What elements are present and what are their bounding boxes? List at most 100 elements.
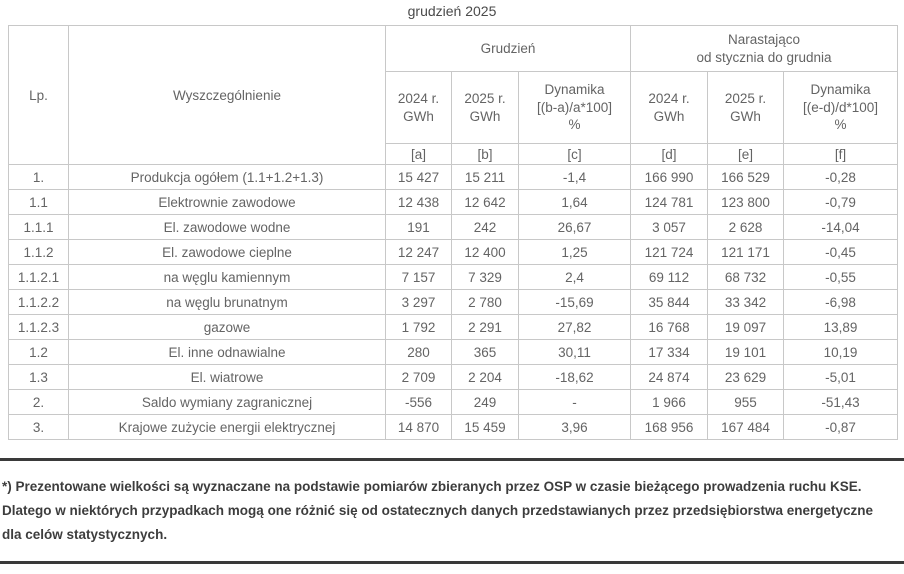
cell-f: -51,43	[782, 389, 899, 415]
cell-d: 168 956	[630, 414, 708, 440]
cell-name: El. inne odnawialne	[68, 339, 386, 365]
cell-name: Elektrownie zawodowe	[68, 189, 386, 215]
cell-e: 19 097	[707, 314, 784, 340]
cell-f: -0,55	[782, 264, 899, 290]
cell-a: 12 247	[385, 239, 452, 265]
table-row: 1.2 El. inne odnawialne 280 365 30,11 17 334 1…	[8, 339, 899, 365]
cell-d: 16 768	[630, 314, 708, 340]
divider-top	[0, 458, 904, 461]
cell-f: 13,89	[782, 314, 899, 340]
cell-lp: 1.1	[8, 189, 69, 215]
cell-f: 10,19	[782, 339, 899, 365]
header-col-b-unit: GWh	[469, 108, 501, 124]
cell-c: 3,96	[518, 414, 631, 440]
energy-production-table: Lp. Wyszczególnienie Grudzień Narastając…	[8, 25, 899, 440]
cell-b: 15 459	[451, 414, 519, 440]
table-header: Lp. Wyszczególnienie Grudzień Narastając…	[8, 25, 899, 165]
cell-lp: 1.1.2	[8, 239, 69, 265]
cell-d: 3 057	[630, 214, 708, 240]
cell-e: 121 171	[707, 239, 784, 265]
table-row: 2. Saldo wymiany zagranicznej -556 249-1 96…	[8, 389, 899, 415]
cell-e: 955	[707, 389, 784, 415]
cell-b: 12 400	[451, 239, 519, 265]
cell-c: 2,4	[518, 264, 631, 290]
cell-d: 17 334	[630, 339, 708, 365]
cell-lp: 1.3	[8, 364, 69, 390]
table-row: 1.1.2.2 na węglu brunatnym 3 297 2 780 -15,6…	[8, 289, 899, 315]
cell-d: 166 990	[630, 164, 708, 190]
header-letter-b: [b]	[451, 143, 519, 165]
header-col-e-unit: GWh	[730, 108, 761, 124]
header-col-b-year: 2025 r.	[464, 90, 506, 106]
cell-lp: 1.2	[8, 339, 69, 365]
header-group-december: Grudzień	[385, 25, 631, 72]
cell-c: 1,25	[518, 239, 631, 265]
cell-b: 12 642	[451, 189, 519, 215]
header-col-a-year: 2024 r.	[397, 90, 440, 106]
table-row: 1.1.2.3 gazowe 1 792 2 291 27,82 16 768 19 097…	[8, 314, 899, 340]
header-col-a-unit: GWh	[403, 108, 434, 124]
cell-b: 15 211	[451, 164, 519, 190]
header-letter-a: [a]	[385, 143, 452, 165]
header-col-f: Dynamika [(e-d)/d*100] %	[782, 71, 899, 144]
cell-b: 2 204	[451, 364, 519, 390]
header-name: Wyszczególnienie	[68, 25, 386, 165]
header-col-b: 2025 r. GWh	[451, 71, 519, 144]
cell-a: 7 157	[385, 264, 452, 290]
cell-lp: 1.1.2.2	[8, 289, 69, 315]
header-letter-f: [f]	[782, 143, 899, 165]
cell-lp: 1.	[8, 164, 69, 190]
cell-f: -0,79	[782, 189, 899, 215]
cell-name: El. wiatrowe	[68, 364, 386, 390]
header-group-cumulative-line2: od stycznia do grudnia	[696, 49, 832, 65]
cell-f: -0,28	[782, 164, 899, 190]
cell-a: 14 870	[385, 414, 452, 440]
cell-name: na węglu kamiennym	[68, 264, 386, 290]
cell-name: El. zawodowe wodne	[68, 214, 386, 240]
header-letter-d: [d]	[630, 143, 708, 165]
header-col-c-formula: [(b-a)/a*100]	[536, 99, 613, 115]
cell-name: na węglu brunatnym	[68, 289, 386, 315]
cell-e: 23 629	[707, 364, 784, 390]
cell-lp: 2.	[8, 389, 69, 415]
table-row: 1.1.2.1 na węglu kamiennym 7 157 7 329 2,4 69…	[8, 264, 899, 290]
header-col-c: Dynamika [(b-a)/a*100] %	[518, 71, 631, 144]
cell-f: -0,45	[782, 239, 899, 265]
cell-f: -0,87	[782, 414, 899, 440]
cell-d: 35 844	[630, 289, 708, 315]
divider-bottom	[0, 560, 904, 564]
cell-c: 1,64	[518, 189, 631, 215]
cell-b: 365	[451, 339, 519, 365]
cell-c: -	[518, 389, 631, 415]
cell-a: 191	[385, 214, 452, 240]
header-col-c-unit: %	[568, 117, 581, 133]
cell-a: 12 438	[385, 189, 452, 215]
cell-f: -14,04	[782, 214, 899, 240]
table-row: 1.1 Elektrownie zawodowe 12 438 12 642 1,64 1…	[8, 189, 899, 215]
header-col-d-year: 2024 r.	[648, 90, 690, 106]
cell-d: 121 724	[630, 239, 708, 265]
cell-d: 24 874	[630, 364, 708, 390]
cell-a: 1 792	[385, 314, 452, 340]
cell-name: Produkcja ogółem (1.1+1.2+1.3)	[68, 164, 386, 190]
table-row: 1.1.1 El. zawodowe wodne 191 242 26,67 3 057 2…	[8, 214, 899, 240]
header-col-f-label: Dynamika	[810, 82, 871, 98]
header-col-a: 2024 r. GWh	[385, 71, 452, 144]
header-col-e-year: 2025 r.	[724, 90, 767, 106]
cell-lp: 3.	[8, 414, 69, 440]
cell-d: 69 112	[630, 264, 708, 290]
cell-c: 30,11	[518, 339, 631, 365]
cell-c: 26,67	[518, 214, 631, 240]
cell-c: -1,4	[518, 164, 631, 190]
cell-e: 167 484	[707, 414, 784, 440]
cell-f: -6,98	[782, 289, 899, 315]
cell-b: 249	[451, 389, 519, 415]
cell-d: 1 966	[630, 389, 708, 415]
table-row: 3. Krajowe zużycie energii elektrycznej 14…	[8, 414, 899, 440]
cell-name: Saldo wymiany zagranicznej	[68, 389, 386, 415]
cell-a: -556	[385, 389, 452, 415]
cell-c: -18,62	[518, 364, 631, 390]
cell-a: 280	[385, 339, 452, 365]
cell-a: 2 709	[385, 364, 452, 390]
cell-b: 242	[451, 214, 519, 240]
